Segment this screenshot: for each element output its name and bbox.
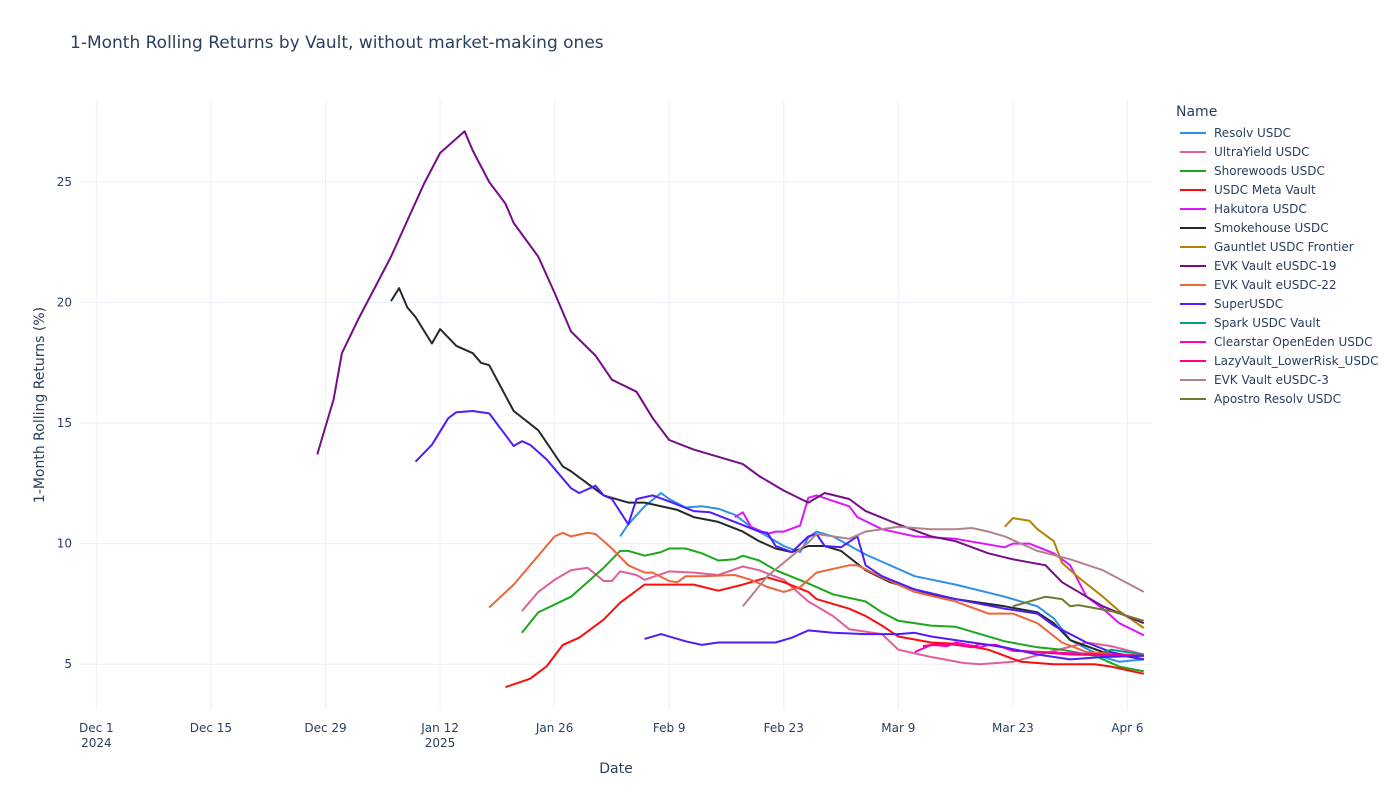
legend-label: SuperUSDC (1214, 296, 1284, 311)
legend-swatch (1180, 397, 1206, 400)
legend-item-apostro-resolv-usdc[interactable]: Apostro Resolv USDC (1176, 389, 1379, 408)
legend-swatch (1180, 378, 1206, 381)
x-axis-label: Date (599, 761, 633, 777)
legend-swatch (1180, 131, 1206, 134)
series-line-evk-vault-eusdc-19 (316, 130, 1145, 625)
series-line-unlabeled (644, 629, 1144, 661)
x-tick-label: Dec 15 (190, 721, 232, 735)
series-line-superusdc (414, 410, 1145, 661)
y-tick-label: 20 (57, 296, 72, 310)
legend-item-lazyvault-lowerrisk-usdc[interactable]: LazyVault_LowerRisk_USDC (1176, 351, 1379, 370)
x-tick-label: Feb 23 (764, 721, 804, 735)
legend-swatch (1180, 264, 1206, 267)
x-tick-label: Jan 12 (420, 721, 459, 735)
x-tick-label: Dec 29 (304, 721, 346, 735)
legend-label: EVK Vault eUSDC-19 (1214, 258, 1337, 273)
legend-item-ultrayield-usdc[interactable]: UltraYield USDC (1176, 142, 1379, 161)
y-tick-label: 5 (64, 657, 72, 671)
y-axis-label: 1-Month Rolling Returns (%) (32, 306, 48, 504)
legend-swatch (1180, 245, 1206, 248)
legend-swatch (1180, 302, 1206, 305)
legend-swatch (1180, 207, 1206, 210)
legend: Name Resolv USDC UltraYield USDC Shorewood… (1176, 104, 1379, 408)
legend-item-gauntlet-usdc-frontier[interactable]: Gauntlet USDC Frontier (1176, 237, 1379, 256)
x-tick-label: Apr 6 (1111, 721, 1143, 735)
series-line-usdc-meta-vault (505, 576, 1145, 689)
legend-item-smokehouse-usdc[interactable]: Smokehouse USDC (1176, 218, 1379, 237)
series-line-gauntlet-usdc-frontier (1003, 517, 1145, 629)
legend-swatch (1180, 169, 1206, 172)
legend-label: Apostro Resolv USDC (1214, 391, 1341, 406)
legend-swatch (1180, 150, 1206, 153)
legend-item-evk-vault-eusdc-19[interactable]: EVK Vault eUSDC-19 (1176, 256, 1379, 275)
x-tick-label: Feb 9 (653, 721, 686, 735)
legend-label: Clearstar OpenEden USDC (1214, 334, 1373, 349)
legend-swatch (1180, 340, 1206, 343)
x-tick-label: Mar 23 (992, 721, 1034, 735)
legend-item-shorewoods-usdc[interactable]: Shorewoods USDC (1176, 161, 1379, 180)
legend-label: LazyVault_LowerRisk_USDC (1214, 353, 1379, 368)
legend-swatch (1180, 188, 1206, 191)
legend-label: USDC Meta Vault (1214, 182, 1316, 197)
legend-label: Gauntlet USDC Frontier (1214, 239, 1354, 254)
legend-swatch (1180, 359, 1206, 362)
legend-item-evk-vault-eusdc-22[interactable]: EVK Vault eUSDC-22 (1176, 275, 1379, 294)
series-line-evk-vault-eusdc-22 (488, 531, 1144, 657)
x-tick-label: Jan 26 (535, 721, 574, 735)
legend-label: Hakutora USDC (1214, 201, 1307, 216)
x-tick-sublabel: 2024 (81, 736, 112, 750)
chart-title: 1-Month Rolling Returns by Vault, withou… (70, 33, 604, 53)
series-line-evk-vault-eusdc-3 (742, 525, 1145, 607)
legend-item-evk-vault-eusdc-3[interactable]: EVK Vault eUSDC-3 (1176, 370, 1379, 389)
series-line-spark-usdc-vault (1102, 648, 1144, 656)
legend-swatch (1180, 321, 1206, 324)
legend-label: Shorewoods USDC (1214, 163, 1325, 178)
legend-item-spark-usdc-vault[interactable]: Spark USDC Vault (1176, 313, 1379, 332)
x-tick-label: Mar 9 (881, 721, 915, 735)
y-tick-label: 25 (57, 175, 72, 189)
legend-label: Resolv USDC (1214, 125, 1292, 140)
legend-item-hakutora-usdc[interactable]: Hakutora USDC (1176, 199, 1379, 218)
y-tick-label: 15 (57, 416, 72, 430)
legend-label: Smokehouse USDC (1214, 220, 1329, 235)
x-tick-sublabel: 2025 (425, 736, 456, 750)
legend-swatch (1180, 226, 1206, 229)
y-tick-label: 10 (57, 537, 72, 551)
legend-item-usdc-meta-vault[interactable]: USDC Meta Vault (1176, 180, 1379, 199)
legend-label: EVK Vault eUSDC-22 (1214, 277, 1337, 292)
legend-label: Spark USDC Vault (1214, 315, 1321, 330)
series-line-apostro-resolv-usdc (1012, 595, 1145, 622)
legend-label: EVK Vault eUSDC-3 (1214, 372, 1329, 387)
legend-title: Name (1176, 104, 1218, 120)
series-line-hakutora-usdc (734, 494, 1145, 637)
legend-label: UltraYield USDC (1214, 144, 1310, 159)
series-line-ultrayield-usdc (521, 565, 1145, 666)
legend-item-clearstar-openeden-usdc[interactable]: Clearstar OpenEden USDC (1176, 332, 1379, 351)
legend-item-resolv-usdc[interactable]: Resolv USDC (1176, 123, 1379, 142)
x-tick-label: Dec 1 (79, 721, 114, 735)
legend-swatch (1180, 283, 1206, 286)
legend-item-superusdc[interactable]: SuperUSDC (1176, 294, 1379, 313)
